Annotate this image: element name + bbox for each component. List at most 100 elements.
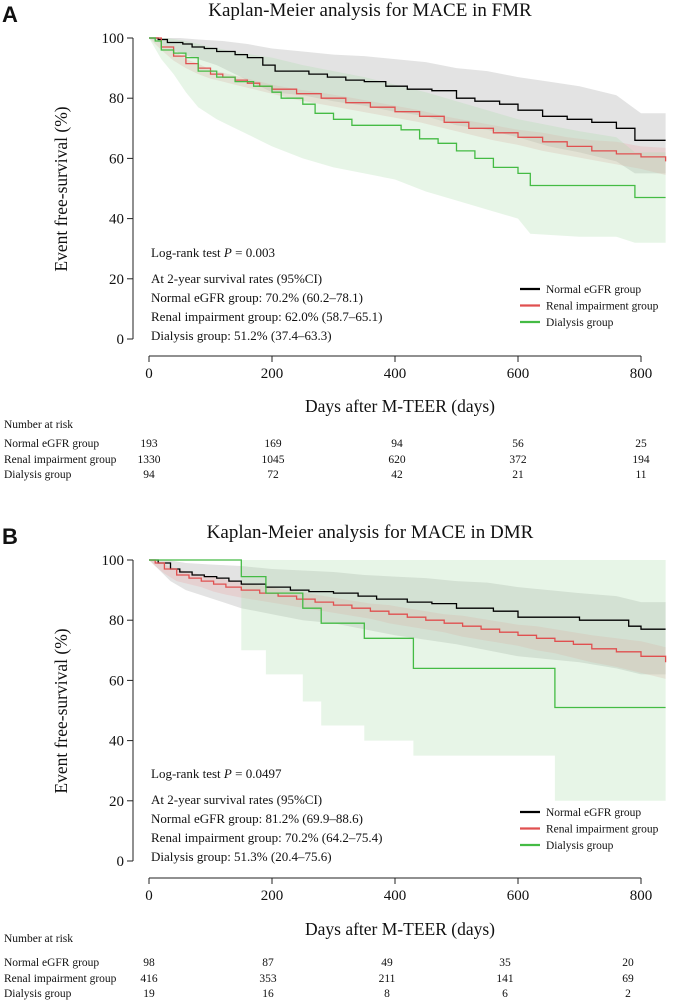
risk-value: 98 bbox=[143, 957, 155, 969]
chart-title: Kaplan-Meier analysis for MACE in DMR bbox=[207, 522, 534, 543]
y-tick-label: 0 bbox=[117, 332, 125, 348]
y-tick-label: 80 bbox=[109, 91, 124, 107]
risk-value: 1045 bbox=[262, 454, 285, 466]
x-tick-label: 600 bbox=[507, 366, 530, 382]
panel-b: B Kaplan-Meier analysis for MACE in DMR 0 2… bbox=[2, 522, 667, 1000]
risk-value: 94 bbox=[391, 438, 403, 450]
risk-value: 372 bbox=[509, 454, 527, 466]
x-tick-label: 800 bbox=[630, 366, 653, 382]
risk-value: 6 bbox=[502, 988, 508, 1000]
curve-normal-egfr-group bbox=[149, 37, 666, 141]
curve-dialysis-group bbox=[149, 559, 666, 709]
risk-row-label: Renal impairment group bbox=[4, 973, 117, 985]
risk-row-label: Normal eGFR group bbox=[4, 438, 99, 450]
rate-line: Renal impairment group: 62.0% (58.7–65.1… bbox=[151, 309, 382, 324]
risk-value: 87 bbox=[262, 957, 274, 969]
ci-band-dialysis-group bbox=[149, 560, 666, 801]
risk-value: 72 bbox=[267, 469, 279, 481]
chart-title: Kaplan-Meier analysis for MACE in FMR bbox=[208, 0, 532, 21]
panel-label: B bbox=[2, 524, 18, 549]
rate-line: Dialysis group: 51.2% (37.4–63.3) bbox=[151, 328, 332, 343]
rates-header: At 2-year survival rates (95%CI) bbox=[151, 271, 322, 286]
y-tick-label: 60 bbox=[109, 673, 124, 689]
x-tick-label: 0 bbox=[145, 366, 153, 382]
rate-line: Dialysis group: 51.3% (20.4–75.6) bbox=[151, 849, 332, 864]
rate-line: Normal eGFR group: 81.2% (69.9–88.6) bbox=[151, 811, 363, 826]
panel-a: A Kaplan-Meier analysis for MACE in FMR 0 2… bbox=[2, 0, 667, 481]
risk-value: 25 bbox=[635, 438, 647, 450]
x-axis-title: Days after M-TEER (days) bbox=[305, 919, 495, 939]
x-tick-label: 400 bbox=[384, 366, 407, 382]
ci-band-renal-impairment-group bbox=[149, 560, 666, 679]
ci-band-renal-impairment-group bbox=[149, 38, 666, 175]
risk-value: 42 bbox=[391, 469, 403, 481]
logrank-prefix: Log-rank test bbox=[151, 245, 224, 260]
risk-value: 35 bbox=[499, 957, 511, 969]
risk-row-label: Normal eGFR group bbox=[4, 957, 99, 969]
y-tick-label: 20 bbox=[109, 272, 124, 288]
y-tick-label: 100 bbox=[102, 553, 125, 569]
rate-line: Renal impairment group: 70.2% (64.2–75.4… bbox=[151, 830, 382, 845]
risk-value: 94 bbox=[143, 469, 155, 481]
curve-normal-egfr-group bbox=[149, 559, 666, 630]
risk-value: 20 bbox=[622, 957, 634, 969]
risk-value: 353 bbox=[259, 973, 277, 985]
risk-value: 16 bbox=[262, 988, 274, 1000]
x-tick-label: 800 bbox=[630, 888, 653, 904]
risk-value: 11 bbox=[635, 469, 646, 481]
curve-renal-impairment-group bbox=[149, 37, 667, 162]
risk-value: 141 bbox=[496, 973, 514, 985]
risk-table-header: Number at risk bbox=[4, 933, 73, 945]
risk-value: 49 bbox=[381, 957, 393, 969]
logrank-p: P bbox=[223, 245, 232, 260]
risk-value: 620 bbox=[388, 454, 406, 466]
legend-label: Normal eGFR group bbox=[546, 807, 641, 819]
risk-value: 416 bbox=[140, 973, 158, 985]
y-tick-label: 60 bbox=[109, 151, 124, 167]
risk-value: 1330 bbox=[138, 454, 161, 466]
legend-label: Renal impairment group bbox=[546, 824, 659, 836]
risk-row-label: Renal impairment group bbox=[4, 454, 117, 466]
x-tick-label: 600 bbox=[507, 888, 530, 904]
y-tick-label: 40 bbox=[109, 734, 124, 750]
legend-label: Normal eGFR group bbox=[546, 284, 641, 296]
curve-dialysis-group bbox=[149, 37, 666, 199]
panel-label: A bbox=[2, 2, 18, 27]
logrank-suffix: = 0.003 bbox=[232, 245, 275, 260]
risk-value: 169 bbox=[264, 438, 282, 450]
risk-value: 56 bbox=[512, 438, 524, 450]
x-tick-label: 200 bbox=[261, 366, 284, 382]
logrank-prefix: Log-rank test bbox=[151, 766, 224, 781]
curve-renal-impairment-group bbox=[149, 559, 667, 663]
risk-value: 194 bbox=[632, 454, 650, 466]
y-tick-label: 20 bbox=[109, 794, 124, 810]
risk-row-label: Dialysis group bbox=[4, 988, 72, 1000]
y-tick-label: 80 bbox=[109, 613, 124, 629]
risk-row-label: Dialysis group bbox=[4, 469, 72, 481]
y-axis-title: Event free-survival (%) bbox=[51, 628, 71, 793]
logrank-text: Log-rank test P = 0.0497 bbox=[151, 766, 282, 781]
rates-header: At 2-year survival rates (95%CI) bbox=[151, 792, 322, 807]
x-tick-label: 0 bbox=[145, 888, 153, 904]
risk-value: 2 bbox=[625, 988, 631, 1000]
x-tick-label: 200 bbox=[261, 888, 284, 904]
logrank-p: P bbox=[223, 766, 232, 781]
risk-table-header: Number at risk bbox=[4, 419, 73, 431]
y-axis-title: Event free-survival (%) bbox=[51, 106, 71, 271]
x-axis-title: Days after M-TEER (days) bbox=[305, 396, 495, 416]
risk-value: 8 bbox=[384, 988, 390, 1000]
rate-line: Normal eGFR group: 70.2% (60.2–78.1) bbox=[151, 290, 363, 305]
x-tick-label: 400 bbox=[384, 888, 407, 904]
y-tick-label: 100 bbox=[102, 31, 125, 47]
legend-label: Dialysis group bbox=[546, 317, 614, 329]
legend-label: Dialysis group bbox=[546, 840, 614, 852]
risk-value: 19 bbox=[143, 988, 155, 1000]
ci-band-normal-egfr-group bbox=[149, 38, 666, 174]
y-tick-label: 40 bbox=[109, 212, 124, 228]
legend-label: Renal impairment group bbox=[546, 301, 659, 313]
risk-value: 211 bbox=[379, 973, 396, 985]
logrank-suffix: = 0.0497 bbox=[232, 766, 282, 781]
y-tick-label: 0 bbox=[117, 854, 125, 870]
